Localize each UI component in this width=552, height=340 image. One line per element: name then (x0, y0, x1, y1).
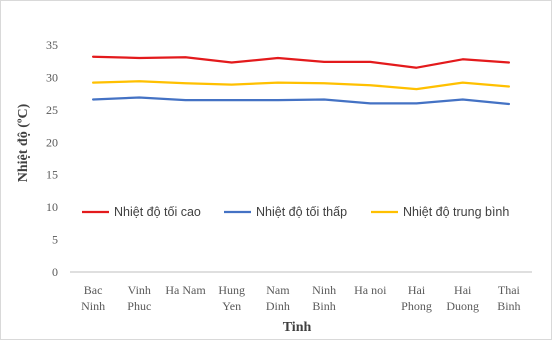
legend-label: Nhiệt độ trung bình (403, 205, 509, 219)
y-tick-label: 20 (46, 135, 58, 149)
y-tick-label: 25 (46, 103, 58, 117)
y-axis-ticks: 0 5 10 15 20 25 30 35 (46, 38, 58, 279)
legend-label: Nhiệt độ tối thấp (256, 205, 347, 219)
x-tick-label: Thai Binh (497, 283, 520, 313)
y-axis-title: Nhiệt độ (ºC) (16, 103, 31, 182)
y-tick-label: 5 (52, 233, 58, 247)
x-tick-label: Nam Dinh (266, 283, 290, 313)
series-line-2 (91, 96, 511, 106)
legend-label: Nhiệt độ tối cao (114, 205, 201, 219)
y-tick-label: 30 (46, 70, 58, 84)
legend: Nhiệt độ tối cao Nhiệt độ tối thấp Nhiệt đ… (82, 205, 509, 219)
x-tick-label: Bac Ninh (81, 283, 105, 313)
x-tick-label: Ha Nam (165, 283, 206, 297)
series-line-1 (91, 55, 511, 69)
y-tick-label: 10 (46, 200, 58, 214)
x-axis-ticks: Bac Ninh Vinh Phuc Ha Nam Hung Yen Nam Dinh Ninh B… (81, 283, 520, 313)
y-tick-label: 15 (46, 168, 58, 182)
series-line-3 (91, 80, 511, 91)
x-tick-label: Hai Phong (401, 283, 432, 313)
x-tick-label: Hai Duong (446, 283, 479, 313)
x-tick-label: Vinh Phuc (127, 283, 151, 313)
x-axis-title: Tinh (283, 320, 312, 335)
x-tick-label: Ninh Binh (312, 283, 336, 313)
y-tick-label: 35 (46, 38, 58, 52)
x-tick-label: Ha noi (354, 283, 387, 297)
x-tick-label: Hung Yen (218, 283, 245, 313)
y-tick-label: 0 (52, 265, 58, 279)
series-lines (91, 55, 511, 106)
